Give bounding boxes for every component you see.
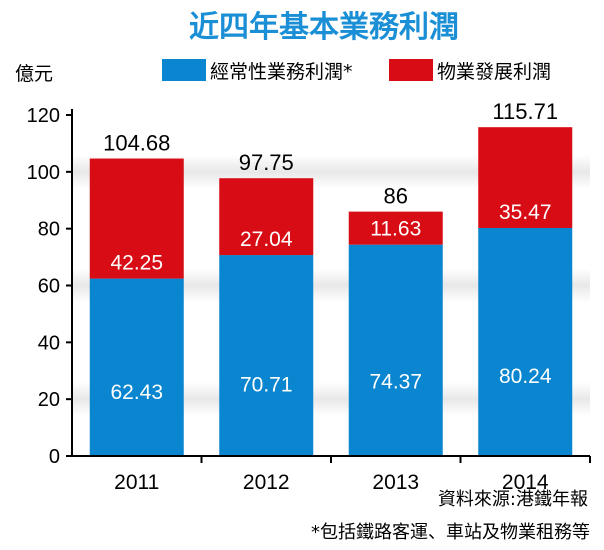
footnote: *包括鐵路客運、車站及物業租務等 xyxy=(311,522,590,543)
data-label-recurring-2011: 62.43 xyxy=(110,381,163,404)
data-label-recurring-2013: 74.37 xyxy=(369,370,422,393)
data-label-total-2012: 97.75 xyxy=(239,150,294,175)
bar-recurring-2011 xyxy=(89,278,184,456)
y-tick-label: 120 xyxy=(27,105,60,127)
bar-property-2014 xyxy=(478,127,573,228)
bar-recurring-2013 xyxy=(348,244,443,456)
bars xyxy=(89,127,573,456)
legend-label-recurring: 經常性業務利潤* xyxy=(210,61,353,83)
data-label-property-2012: 27.04 xyxy=(240,228,293,251)
x-tick-label: 2014 xyxy=(502,471,549,494)
axes: 0 20 40 60 80 100 120 xyxy=(27,105,591,468)
data-label-property-2014: 35.47 xyxy=(499,201,552,224)
data-label-recurring-2014: 80.24 xyxy=(499,365,552,388)
x-tick-label: 2012 xyxy=(243,471,290,494)
bar-property-2011 xyxy=(89,158,184,279)
data-label-recurring-2012: 70.71 xyxy=(240,374,293,397)
data-label-total-2014: 115.71 xyxy=(492,99,558,124)
bar-property-2012 xyxy=(219,178,314,256)
y-tick-label: 100 xyxy=(27,162,60,184)
source-note: 資料來源:港鐵年報 xyxy=(438,489,588,510)
data-label-property-2013: 11.63 xyxy=(370,218,421,241)
y-tick-label: 0 xyxy=(49,446,60,468)
y-tick-label: 60 xyxy=(38,276,60,298)
data-label-property-2011: 42.25 xyxy=(110,252,163,275)
y-axis-unit: 億元 xyxy=(15,63,53,85)
data-label-total-2011: 104.68 xyxy=(103,131,170,156)
y-tick-label: 80 xyxy=(38,219,60,241)
bar-recurring-2014 xyxy=(478,227,573,456)
y-tick-label: 40 xyxy=(38,332,60,354)
legend-swatch-property xyxy=(389,59,433,81)
labels: 62.43 42.25 104.68 2011 70.71 27.04 97.75 2012 7… xyxy=(103,99,558,494)
x-tick-label: 2013 xyxy=(372,471,419,494)
chart-title: 近四年基本業務利潤 xyxy=(189,10,459,45)
y-tick-label: 20 xyxy=(38,389,60,411)
legend-label-property: 物業發展利潤 xyxy=(437,61,551,83)
bar-property-2013 xyxy=(348,211,443,245)
x-tick-label: 2011 xyxy=(114,471,159,494)
legend: 經常性業務利潤* 物業發展利潤 xyxy=(162,59,551,83)
legend-swatch-recurring xyxy=(162,59,206,81)
bar-recurring-2012 xyxy=(219,255,314,456)
data-label-total-2013: 86 xyxy=(384,184,408,209)
